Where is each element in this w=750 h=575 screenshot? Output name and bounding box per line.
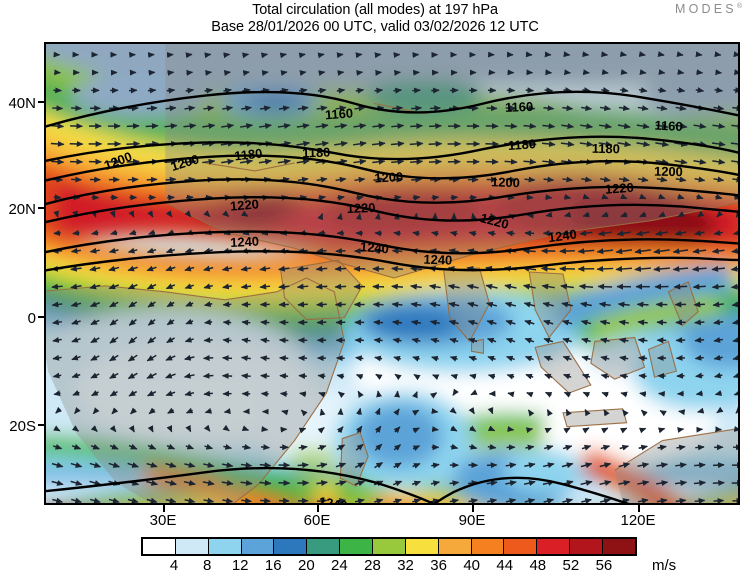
modes-brand-logo: MODES® xyxy=(675,2,742,16)
contour-label-1180-7: 1180 xyxy=(507,136,536,153)
brand-text: MODES xyxy=(675,2,737,16)
colorbar-tick-4: 4 xyxy=(170,557,178,574)
contour-label-1220-15: 1220 xyxy=(605,180,635,197)
colorbar-tick-8: 8 xyxy=(203,557,211,574)
x-tick-90e xyxy=(472,505,474,512)
colorbar-tick-36: 36 xyxy=(430,557,447,574)
contour-label-1200-10: 1200 xyxy=(491,174,520,190)
colorbar-segment-8 xyxy=(406,539,439,554)
colorbar-segment-11 xyxy=(504,539,537,554)
contour-label-1180-6: 1180 xyxy=(302,145,331,161)
colorbar-segment-0 xyxy=(143,539,176,554)
colorbar-segment-3 xyxy=(242,539,275,554)
colorbar-segment-1 xyxy=(176,539,209,554)
colorbar-tick-44: 44 xyxy=(496,557,513,574)
x-tick-30e xyxy=(163,505,165,512)
x-axis-label-120e: 120E xyxy=(620,512,655,529)
colorbar-segment-2 xyxy=(209,539,242,554)
brand-superscript: ® xyxy=(737,3,742,10)
y-axis-label-40n: 40N xyxy=(8,95,36,112)
colorbar-tick-12: 12 xyxy=(232,557,249,574)
colorbar-tick-40: 40 xyxy=(463,557,480,574)
colorbar-tick-32: 32 xyxy=(397,557,414,574)
contour-label-1220-14: 1220 xyxy=(479,210,511,232)
x-tick-60e xyxy=(317,505,319,512)
colorbar-tick-20: 20 xyxy=(298,557,315,574)
chart-title-block: Total circulation (all modes) at 197 hPa… xyxy=(0,2,750,36)
x-tick-120e xyxy=(638,505,640,512)
x-axis-label-90e: 90E xyxy=(459,512,486,529)
colorbar-tick-28: 28 xyxy=(364,557,381,574)
map-plot-area: 1160 1160 1160 1200 1200 1180 1180 1180 1180 1200… xyxy=(44,42,740,505)
colorbar-units-label: m/s xyxy=(652,557,676,574)
colorbar-segment-13 xyxy=(570,539,603,554)
contour-label-1240-18: 1240 xyxy=(423,252,452,268)
colorbar-segment-14 xyxy=(603,539,635,554)
y-axis-label-20n: 20N xyxy=(8,201,36,218)
y-tick-0 xyxy=(38,316,45,318)
colorbar-tick-24: 24 xyxy=(331,557,348,574)
y-tick-20n xyxy=(38,207,45,209)
contour-label-1160-0: 1160 xyxy=(324,105,353,122)
geopotential-contour-layer: 1160 1160 1160 1200 1200 1180 1180 1180 1180 1200… xyxy=(46,44,738,503)
colorbar xyxy=(141,537,637,556)
contour-label-1220-12: 1220 xyxy=(229,196,259,213)
colorbar-tick-56: 56 xyxy=(596,557,613,574)
y-axis-label-0: 0 xyxy=(28,310,36,327)
colorbar-segment-7 xyxy=(373,539,406,554)
contour-label-1240-17: 1240 xyxy=(360,239,390,256)
colorbar-segment-10 xyxy=(472,539,505,554)
contour-label-1200-3: 1200 xyxy=(102,149,134,173)
colorbar-segment-6 xyxy=(340,539,373,554)
chart-title-line-2: Base 28/01/2026 00 UTC, valid 03/02/2026… xyxy=(0,19,750,36)
x-axis-label-60e: 60E xyxy=(304,512,331,529)
colorbar-segment-5 xyxy=(307,539,340,554)
contour-label-1200-11: 1200 xyxy=(654,164,683,179)
colorbar-segment-12 xyxy=(537,539,570,554)
contour-label-1200-4: 1200 xyxy=(169,151,201,174)
contour-label-1220-13: 1220 xyxy=(346,200,375,216)
y-tick-40n xyxy=(38,101,45,103)
colorbar-tick-52: 52 xyxy=(563,557,580,574)
contour-label-1240-20: 1240 xyxy=(318,494,349,503)
colorbar-tick-48: 48 xyxy=(529,557,546,574)
colorbar-segment-9 xyxy=(439,539,472,554)
y-tick-20s xyxy=(38,424,45,426)
colorbar-tick-16: 16 xyxy=(265,557,282,574)
colorbar-segment-4 xyxy=(274,539,307,554)
contour-label-1240-16: 1240 xyxy=(230,234,259,250)
contour-label-1180-5: 1180 xyxy=(234,146,263,164)
y-axis-label-20s: 20S xyxy=(9,418,36,435)
contour-label-1200-9: 1200 xyxy=(374,169,403,185)
chart-title-line-1: Total circulation (all modes) at 197 hPa xyxy=(0,2,750,19)
contour-label-1180-8: 1180 xyxy=(592,141,620,156)
map-layer-stack: 1160 1160 1160 1200 1200 1180 1180 1180 1180 1200… xyxy=(46,44,738,503)
x-axis-label-30e: 30E xyxy=(150,512,177,529)
contour-label-1160-1: 1160 xyxy=(505,99,534,115)
contour-label-1160-2: 1160 xyxy=(654,118,683,134)
